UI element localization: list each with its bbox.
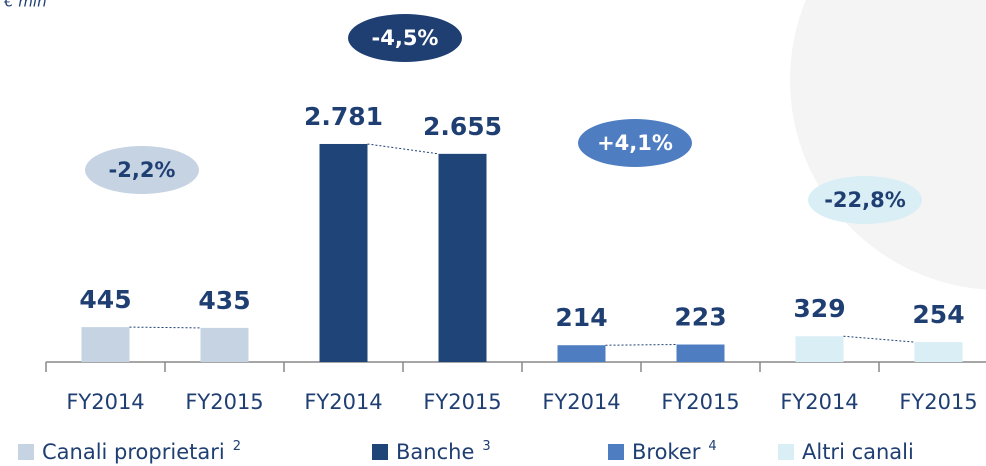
- legend-note: 4: [708, 439, 716, 454]
- bar: [557, 345, 606, 362]
- connector: [129, 326, 201, 329]
- value-label: 223: [674, 303, 726, 332]
- x-tick-label: FY2014: [542, 390, 620, 414]
- change-label: -4,5%: [372, 26, 439, 50]
- bar: [319, 143, 368, 362]
- connector: [843, 335, 915, 343]
- legend-label: Banche 3: [396, 439, 491, 465]
- value-label: 445: [79, 285, 131, 314]
- x-tick-label: FY2014: [304, 390, 382, 414]
- x-tick-label: FY2014: [66, 390, 144, 414]
- x-tick-label: FY2015: [423, 390, 501, 414]
- legend-label: Altri canali: [802, 440, 914, 464]
- legend-name: Banche: [396, 440, 474, 464]
- value-label: 329: [793, 294, 845, 323]
- x-tick-label: FY2015: [661, 390, 739, 414]
- legend-name: Altri canali: [802, 440, 914, 464]
- bar: [676, 344, 725, 362]
- bar: [81, 327, 130, 362]
- change-label: -22,8%: [824, 188, 906, 212]
- change-badge: [348, 14, 462, 62]
- x-tick-label: FY2014: [780, 390, 858, 414]
- connector: [605, 344, 677, 346]
- value-label: 2.655: [423, 112, 502, 141]
- legend-note: 3: [482, 439, 490, 454]
- bar: [438, 153, 487, 362]
- value-label: 435: [198, 286, 250, 315]
- change-label: +4,1%: [597, 131, 673, 155]
- legend-swatch: [778, 444, 794, 460]
- change-badge: [578, 119, 692, 167]
- value-label: 214: [555, 303, 607, 332]
- value-label: 254: [912, 300, 964, 329]
- legend-label: Canali proprietari 2: [42, 439, 241, 465]
- change-label: -2,2%: [109, 158, 176, 182]
- connector: [367, 143, 439, 155]
- x-tick-label: FY2015: [899, 390, 977, 414]
- change-badge: [85, 146, 199, 194]
- legend-swatch: [608, 444, 624, 460]
- legend-label: Broker 4: [632, 439, 717, 465]
- change-badge: [808, 176, 922, 224]
- bar: [914, 342, 963, 362]
- legend-note: 2: [233, 439, 241, 454]
- legend-swatch: [18, 444, 34, 460]
- bar: [795, 336, 844, 362]
- value-label: 2.781: [304, 102, 383, 131]
- unit-label: € mln: [3, 0, 47, 11]
- bar: [200, 327, 249, 362]
- background-decoration: [790, 0, 986, 290]
- legend-name: Broker: [632, 440, 701, 464]
- legend-swatch: [372, 444, 388, 460]
- x-tick-label: FY2015: [185, 390, 263, 414]
- legend-name: Canali proprietari: [42, 440, 225, 464]
